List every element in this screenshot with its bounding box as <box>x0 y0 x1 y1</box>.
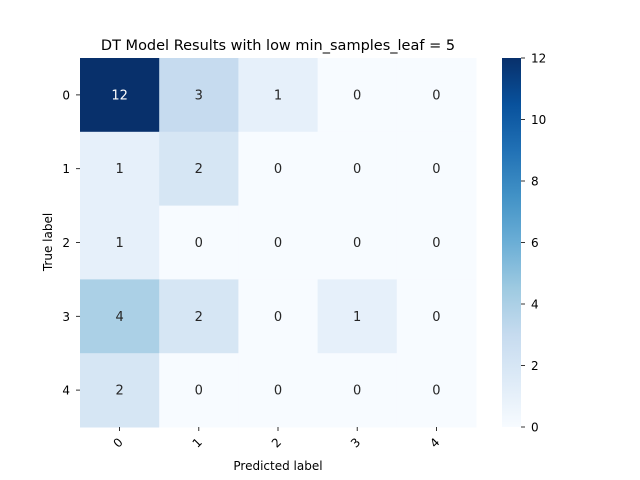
cell-value-label: 0 <box>274 162 282 177</box>
heatmap-cell <box>396 205 477 280</box>
heatmap-cell <box>238 131 319 207</box>
cell-value-label: 0 <box>195 384 203 399</box>
heatmap-cells: 12 3 1 0 01 2 0 0 01 0 0 0 04 2 0 1 02 0 0 0 0 <box>80 58 477 428</box>
x-axis-label: Predicted label <box>233 459 322 473</box>
heatmap-cell <box>396 131 477 207</box>
heatmap-cell <box>238 205 319 280</box>
x-tick-label: 4 <box>427 435 442 450</box>
colorbar-tick-label: 0 <box>531 421 539 435</box>
y-axis-label: True label <box>41 213 55 272</box>
colorbar-ticks: 0 2 4 6 8 10 12 <box>521 52 546 435</box>
x-tick-label: 1 <box>190 435 205 450</box>
y-tick-label: 2 <box>62 236 70 250</box>
colorbar <box>502 58 521 427</box>
colorbar-tick-label: 4 <box>531 298 539 312</box>
heatmap-cell <box>317 279 398 354</box>
y-tick-label: 1 <box>62 162 70 176</box>
chart-title: DT Model Results with low min_samples_le… <box>101 38 455 54</box>
y-tick-label: 0 <box>62 88 70 102</box>
heatmap-cell <box>317 131 398 207</box>
heatmap-cell <box>317 353 398 428</box>
cell-value-label: 1 <box>274 88 282 103</box>
cell-value-label: 0 <box>432 384 440 399</box>
heatmap-cell <box>80 279 160 354</box>
heatmap-cell <box>159 279 239 354</box>
cell-value-label: 2 <box>195 310 203 325</box>
colorbar-tick-label: 10 <box>531 113 546 127</box>
heatmap-cell <box>238 58 319 133</box>
heatmap-cell <box>80 353 160 428</box>
cell-value-label: 0 <box>274 236 282 251</box>
heatmap-cell <box>238 279 319 354</box>
cell-value-label: 1 <box>115 236 123 251</box>
heatmap-cell <box>159 131 239 207</box>
cell-value-label: 4 <box>115 310 123 325</box>
cell-value-label: 0 <box>432 310 440 325</box>
heatmap-cell <box>80 58 160 133</box>
heatmap-cell <box>159 58 239 133</box>
cell-value-label: 1 <box>353 310 361 325</box>
x-tick-label: 2 <box>269 435 284 450</box>
colorbar-tick-label: 6 <box>531 236 539 250</box>
heatmap-cell <box>396 279 477 354</box>
heatmap-cell <box>80 131 160 207</box>
cell-value-label: 0 <box>432 88 440 103</box>
y-axis-ticks: 0 1 2 3 4 <box>62 88 80 398</box>
cell-value-label: 0 <box>274 384 282 399</box>
x-tick-label: 0 <box>110 435 125 450</box>
heatmap-cell <box>317 205 398 280</box>
cell-value-label: 0 <box>353 88 361 103</box>
heatmap-cell <box>317 58 398 133</box>
y-tick-label: 4 <box>62 384 70 398</box>
cell-value-label: 0 <box>353 384 361 399</box>
cell-value-label: 1 <box>115 162 123 177</box>
heatmap-cell <box>396 58 477 133</box>
cell-value-label: 0 <box>195 236 203 251</box>
colorbar-tick-label: 12 <box>531 52 546 66</box>
y-tick-label: 3 <box>62 310 70 324</box>
cell-value-label: 0 <box>432 236 440 251</box>
x-axis-ticks: 0 1 2 3 4 <box>110 427 443 451</box>
cell-value-label: 2 <box>115 384 123 399</box>
heatmap-cell <box>396 353 477 428</box>
cell-value-label: 0 <box>353 236 361 251</box>
heatmap-cell <box>238 353 319 428</box>
heatmap-cell <box>159 205 239 280</box>
colorbar-tick-label: 2 <box>531 359 539 373</box>
x-tick-label: 3 <box>348 435 363 450</box>
cell-value-label: 0 <box>432 162 440 177</box>
cell-value-label: 12 <box>111 88 128 103</box>
cell-value-label: 3 <box>195 88 203 103</box>
heatmap-cell <box>159 353 239 428</box>
cell-value-label: 0 <box>353 162 361 177</box>
cell-value-label: 2 <box>195 162 203 177</box>
heatmap-cell <box>80 205 160 280</box>
cell-value-label: 0 <box>274 310 282 325</box>
colorbar-tick-label: 8 <box>531 175 539 189</box>
